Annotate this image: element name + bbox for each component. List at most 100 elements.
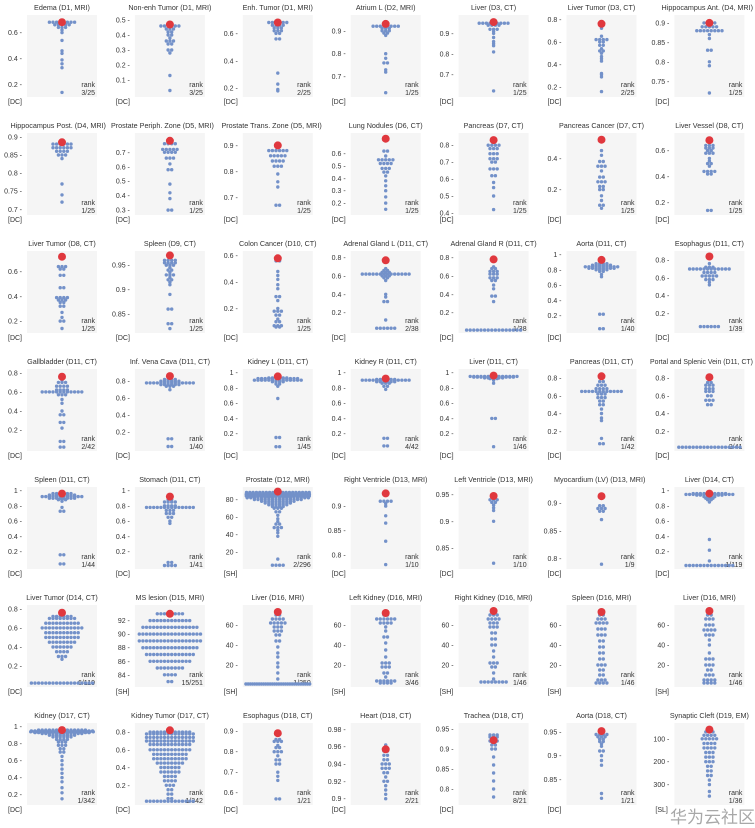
data-point (605, 268, 609, 272)
data-point (180, 799, 185, 803)
data-point (493, 294, 498, 298)
data-point (603, 627, 607, 631)
metric-label: [SH] (224, 689, 238, 696)
data-point (384, 641, 388, 645)
data-point (384, 387, 388, 392)
data-point (148, 652, 152, 657)
data-point (58, 304, 62, 308)
data-point (191, 625, 195, 629)
panel-title: Left Kidney (D16, MRI) (349, 593, 422, 602)
data-point (709, 764, 713, 768)
data-point (491, 207, 496, 212)
y-tick-label: 0.6 - (547, 393, 562, 400)
data-point (63, 740, 68, 744)
data-point (162, 659, 167, 663)
data-point (707, 277, 712, 282)
data-point (191, 646, 195, 650)
data-point (384, 501, 388, 506)
data-point (170, 752, 174, 756)
data-point (72, 621, 77, 625)
data-point (267, 20, 271, 25)
data-point (184, 757, 188, 761)
winner-point (273, 487, 282, 496)
data-point (144, 646, 149, 650)
data-point (63, 743, 68, 747)
data-point (707, 782, 712, 787)
data-point (707, 63, 712, 68)
y-tick-label: 0.9 - (440, 519, 455, 526)
data-point (704, 277, 708, 282)
data-point (65, 635, 70, 640)
data-point (62, 149, 66, 153)
y-tick-label: 0.8 - (440, 385, 455, 392)
data-point (62, 645, 66, 649)
rank-label: rank (81, 318, 95, 325)
winner-point (381, 489, 390, 498)
data-point (709, 498, 713, 502)
y-tick-label: 0.2 - (332, 201, 347, 208)
data-point (69, 621, 73, 625)
data-point (164, 263, 168, 267)
y-tick-label: 0.9 - (224, 729, 239, 736)
data-point (711, 617, 715, 621)
data-point (612, 389, 616, 394)
data-point (380, 166, 384, 171)
plot-background (566, 487, 637, 569)
data-point (385, 31, 390, 35)
data-point (65, 621, 70, 625)
data-point (152, 646, 156, 650)
data-point (497, 680, 501, 684)
data-point (180, 612, 185, 616)
data-point (33, 681, 37, 685)
data-point (80, 731, 84, 736)
data-point (162, 563, 167, 568)
data-point (276, 306, 280, 311)
data-point (608, 266, 613, 270)
data-point (65, 390, 70, 394)
metric-label: [DC] (548, 335, 562, 342)
y-tick-label: 0.8 - (547, 267, 562, 274)
y-tick-label: 0.4 - (116, 413, 131, 420)
data-point (180, 748, 185, 752)
data-point (281, 380, 285, 384)
data-point (274, 445, 278, 449)
data-point (173, 632, 177, 636)
data-point (705, 394, 710, 398)
data-point (704, 25, 708, 29)
data-point (170, 761, 174, 765)
data-point (272, 26, 276, 30)
data-point (493, 643, 498, 647)
metric-label: [DC] (8, 571, 22, 578)
rank-value: 1/40 (189, 444, 203, 451)
data-point (164, 384, 168, 388)
data-point (166, 261, 170, 265)
data-point (384, 33, 388, 38)
subplot-panel: Pancreas (D7, CT)0.4 -0.5 -0.6 -0.7 -0.8… (440, 121, 529, 224)
data-point (54, 621, 59, 625)
rank-value: 1/46 (621, 680, 635, 687)
data-point (173, 765, 177, 770)
data-point (698, 267, 703, 271)
y-tick-label: 0.4 - (655, 411, 670, 418)
data-point (705, 681, 710, 685)
rank-value: 1/25 (513, 90, 527, 97)
data-point (69, 635, 73, 640)
data-point (502, 21, 507, 25)
data-point (511, 328, 516, 332)
data-point (709, 148, 713, 153)
rank-label: rank (729, 82, 743, 89)
data-point (711, 383, 715, 387)
data-point (711, 25, 715, 29)
data-point (177, 639, 181, 643)
data-point (170, 42, 174, 46)
metric-label: [SL] (655, 807, 668, 814)
data-point (711, 737, 715, 741)
data-point (191, 381, 195, 385)
data-point (40, 681, 44, 685)
data-point (380, 381, 384, 385)
data-point (173, 774, 177, 779)
data-point (69, 146, 73, 150)
data-point (277, 37, 282, 41)
data-point (252, 378, 257, 382)
data-point (491, 506, 496, 510)
